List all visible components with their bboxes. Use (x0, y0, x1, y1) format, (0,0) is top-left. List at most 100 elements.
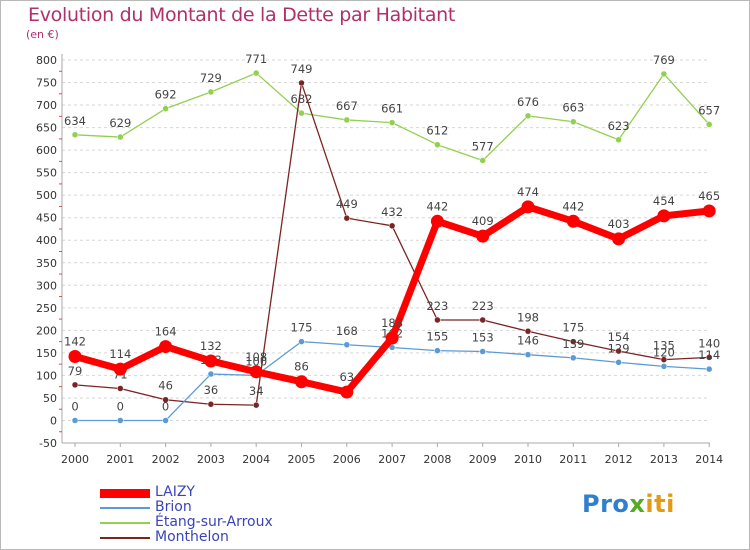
y-tick-label: -50 (39, 437, 57, 450)
data-label-monthelon: 34 (249, 384, 264, 398)
data-point-laizy (702, 204, 716, 218)
data-point-laizy (430, 214, 444, 228)
data-label-etang-sur-arroux: 577 (472, 139, 494, 153)
data-point-brion (298, 338, 305, 345)
y-tick-label: 500 (36, 189, 57, 202)
data-label-laizy: 442 (426, 199, 448, 213)
data-label-etang-sur-arroux: 629 (109, 116, 131, 130)
data-label-laizy: 108 (245, 350, 267, 364)
x-tick-label: 2008 (423, 453, 451, 466)
data-point-etang-sur-arroux (570, 118, 577, 125)
data-label-brion: 153 (472, 331, 494, 345)
data-point-laizy (385, 331, 399, 345)
data-label-monthelon: 46 (158, 379, 173, 393)
x-tick-label: 2014 (695, 453, 723, 466)
data-point-laizy (657, 209, 671, 223)
x-tick-label: 2005 (288, 453, 316, 466)
data-label-laizy: 164 (155, 325, 177, 339)
legend-swatch-etang (100, 522, 150, 524)
data-point-etang-sur-arroux (343, 116, 351, 124)
data-point-etang-sur-arroux (660, 70, 668, 78)
data-point-etang-sur-arroux (615, 136, 622, 144)
legend-label-laizy: LAIZY (155, 484, 195, 500)
data-point-brion (615, 359, 622, 366)
data-point-laizy (566, 214, 580, 228)
data-label-laizy: 465 (698, 189, 720, 203)
data-point-etang-sur-arroux (117, 133, 124, 141)
x-tick-label: 2000 (61, 453, 89, 466)
x-tick-label: 2013 (650, 453, 678, 466)
x-tick-label: 2010 (514, 453, 542, 466)
data-point-laizy (340, 385, 354, 399)
data-label-monthelon: 432 (381, 205, 403, 219)
data-point-monthelon (479, 316, 486, 324)
data-point-monthelon (660, 356, 668, 363)
data-label-etang-sur-arroux: 682 (291, 92, 313, 106)
y-tick-label: 350 (36, 257, 57, 270)
data-label-laizy: 442 (562, 199, 584, 213)
data-point-laizy (68, 349, 82, 363)
legend-label-monthelon: Monthelon (155, 529, 229, 545)
x-tick-label: 2012 (605, 453, 633, 466)
data-point-monthelon (615, 347, 622, 355)
data-label-etang-sur-arroux: 676 (517, 95, 539, 109)
data-point-brion (117, 417, 124, 424)
data-point-monthelon (298, 79, 305, 87)
data-label-etang-sur-arroux: 612 (426, 124, 448, 138)
data-point-laizy (159, 340, 173, 354)
chart-title: Evolution du Montant de la Dette par Hab… (28, 4, 456, 26)
y-tick-label: 100 (36, 369, 57, 382)
y-tick-label: 650 (36, 122, 57, 135)
data-label-brion: 0 (162, 399, 169, 413)
data-label-brion: 168 (336, 324, 358, 338)
data-point-brion (660, 363, 668, 370)
x-tick-label: 2002 (152, 453, 180, 466)
data-point-etang-sur-arroux (479, 157, 486, 164)
data-label-brion: 175 (291, 321, 313, 335)
legend-label-brion: Brion (155, 499, 192, 515)
data-label-laizy: 183 (381, 316, 403, 330)
data-label-etang-sur-arroux: 663 (562, 101, 584, 115)
data-label-laizy: 142 (64, 334, 86, 348)
data-label-etang-sur-arroux: 771 (245, 52, 267, 66)
data-label-monthelon: 223 (472, 299, 494, 313)
data-label-monthelon: 749 (291, 62, 313, 76)
data-point-laizy (204, 354, 218, 368)
data-point-brion (479, 348, 486, 355)
y-tick-label: 200 (36, 324, 57, 337)
data-point-laizy (249, 365, 263, 379)
data-point-brion (207, 370, 215, 378)
data-label-monthelon: 198 (517, 310, 539, 324)
data-point-laizy (295, 375, 308, 389)
data-label-monthelon: 140 (698, 336, 720, 350)
x-tick-label: 2011 (559, 453, 587, 466)
x-tick-label: 2007 (378, 453, 406, 466)
data-point-monthelon (252, 401, 260, 409)
legend-swatch-laizy (100, 489, 150, 498)
data-label-brion: 120 (653, 345, 675, 359)
y-tick-label: 150 (36, 347, 57, 360)
data-label-monthelon: 449 (336, 197, 358, 211)
y-tick-label: 300 (36, 279, 57, 292)
data-point-etang-sur-arroux (71, 131, 79, 139)
data-label-brion: 129 (608, 341, 630, 355)
y-tick-label: 0 (50, 414, 57, 427)
x-tick-label: 2004 (242, 453, 270, 466)
data-point-monthelon (117, 385, 124, 392)
x-tick-label: 2009 (469, 453, 497, 466)
data-point-brion (162, 417, 169, 424)
data-label-etang-sur-arroux: 634 (64, 114, 86, 128)
data-label-laizy: 409 (472, 214, 494, 228)
data-point-laizy (113, 362, 127, 376)
data-point-monthelon (343, 214, 351, 222)
legend-swatch-brion (100, 507, 150, 509)
data-point-etang-sur-arroux (434, 141, 441, 148)
data-point-etang-sur-arroux (162, 105, 169, 112)
data-point-laizy (476, 229, 490, 243)
data-label-brion: 114 (698, 348, 720, 362)
data-point-monthelon (524, 328, 532, 335)
data-label-laizy: 132 (200, 339, 222, 353)
y-tick-label: 700 (36, 99, 57, 112)
data-point-monthelon (388, 222, 396, 230)
